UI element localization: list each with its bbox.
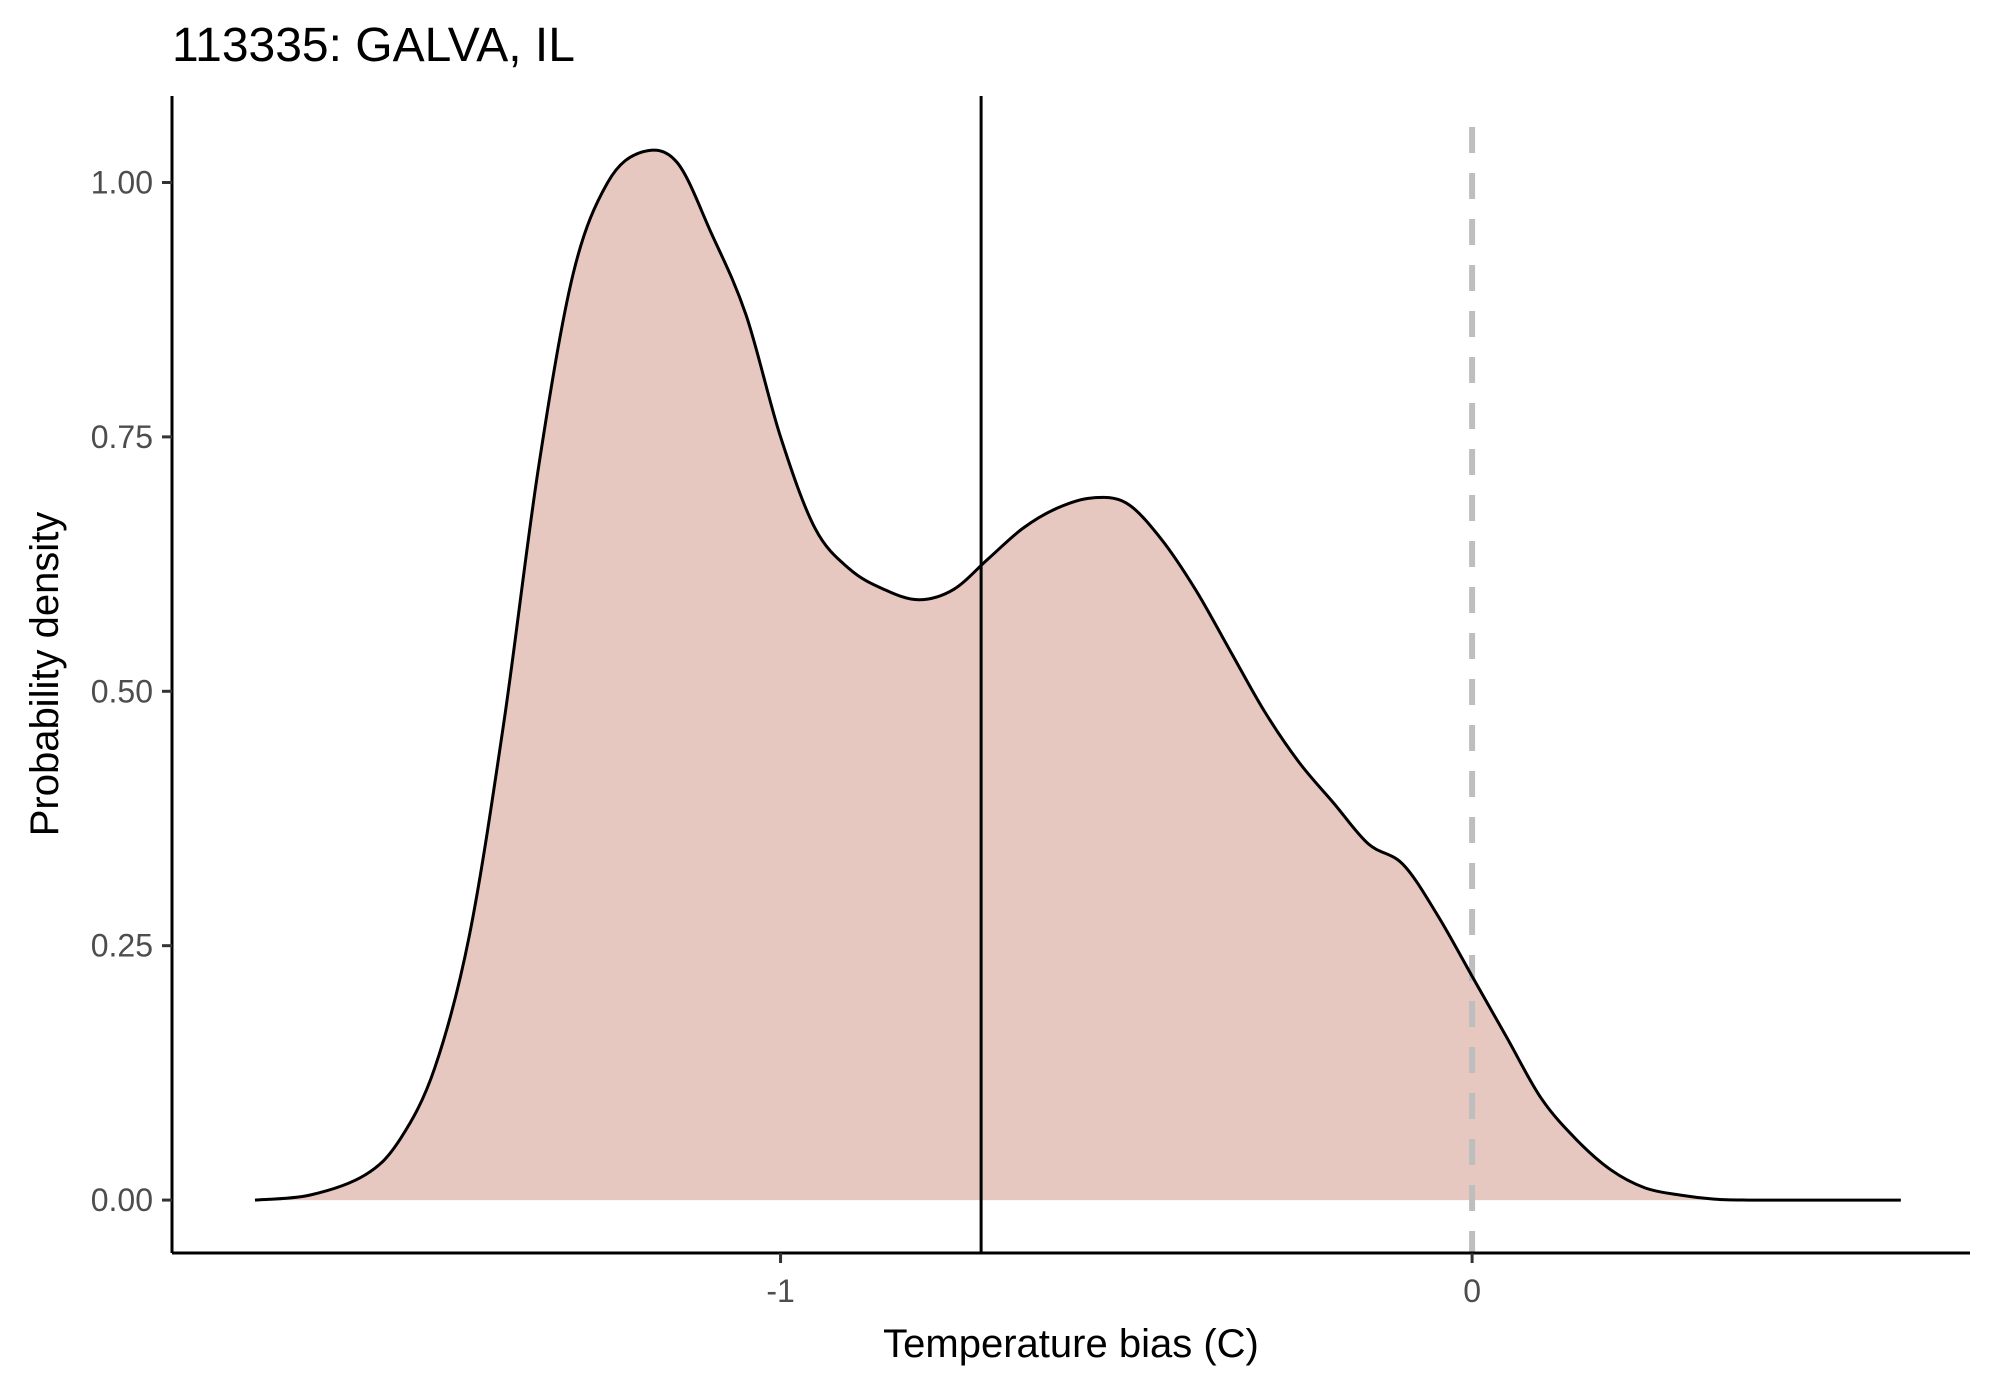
y-tick-label: 0.50 — [91, 673, 153, 709]
x-axis-ticks: -1 0 — [766, 1253, 1481, 1309]
y-axis-title: Probability density — [23, 512, 67, 837]
chart-title: 113335: GALVA, IL — [172, 19, 575, 72]
x-tick-label: 0 — [1463, 1273, 1481, 1309]
y-axis-ticks: 0.00 0.25 0.50 0.75 1.00 — [91, 164, 172, 1218]
x-axis-title: Temperature bias (C) — [883, 1322, 1259, 1366]
y-tick-label: 0.75 — [91, 419, 153, 455]
y-tick-label: 1.00 — [91, 164, 153, 200]
y-tick-label: 0.00 — [91, 1182, 153, 1218]
plot-area — [254, 96, 1901, 1253]
x-tick-label: -1 — [766, 1273, 794, 1309]
density-curve — [254, 148, 1901, 1202]
y-tick-label: 0.25 — [91, 928, 153, 964]
density-area — [254, 150, 1901, 1201]
